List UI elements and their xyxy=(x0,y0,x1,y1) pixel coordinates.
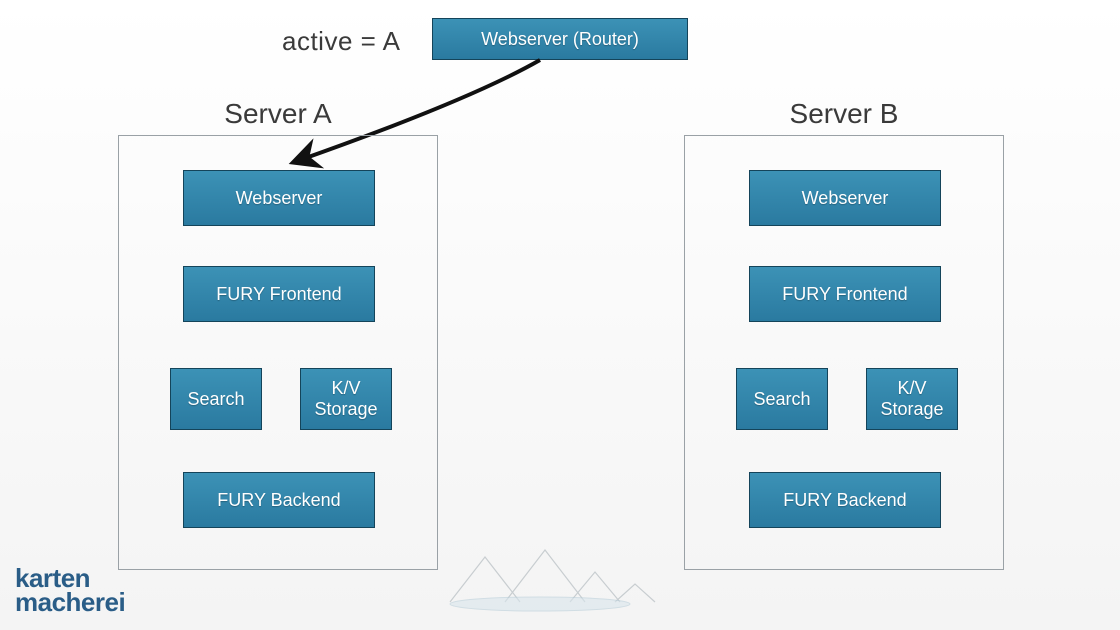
logo-line2: macherei xyxy=(15,590,125,615)
diagram-canvas: active = A Webserver (Router) Server AWe… xyxy=(0,0,1120,630)
component-box: FURY Frontend xyxy=(183,266,375,322)
component-box: Webserver xyxy=(749,170,941,226)
component-box: FURY Backend xyxy=(183,472,375,528)
decorative-mountains xyxy=(410,542,710,612)
component-box: Webserver xyxy=(183,170,375,226)
component-box: Search xyxy=(170,368,262,430)
component-box: FURY Frontend xyxy=(749,266,941,322)
brand-logo: karten macherei xyxy=(15,566,125,615)
server-title: Server A xyxy=(118,98,438,130)
component-box: FURY Backend xyxy=(749,472,941,528)
server-title: Server B xyxy=(684,98,1004,130)
component-box: K/V Storage xyxy=(866,368,958,430)
component-box: K/V Storage xyxy=(300,368,392,430)
component-box: Search xyxy=(736,368,828,430)
